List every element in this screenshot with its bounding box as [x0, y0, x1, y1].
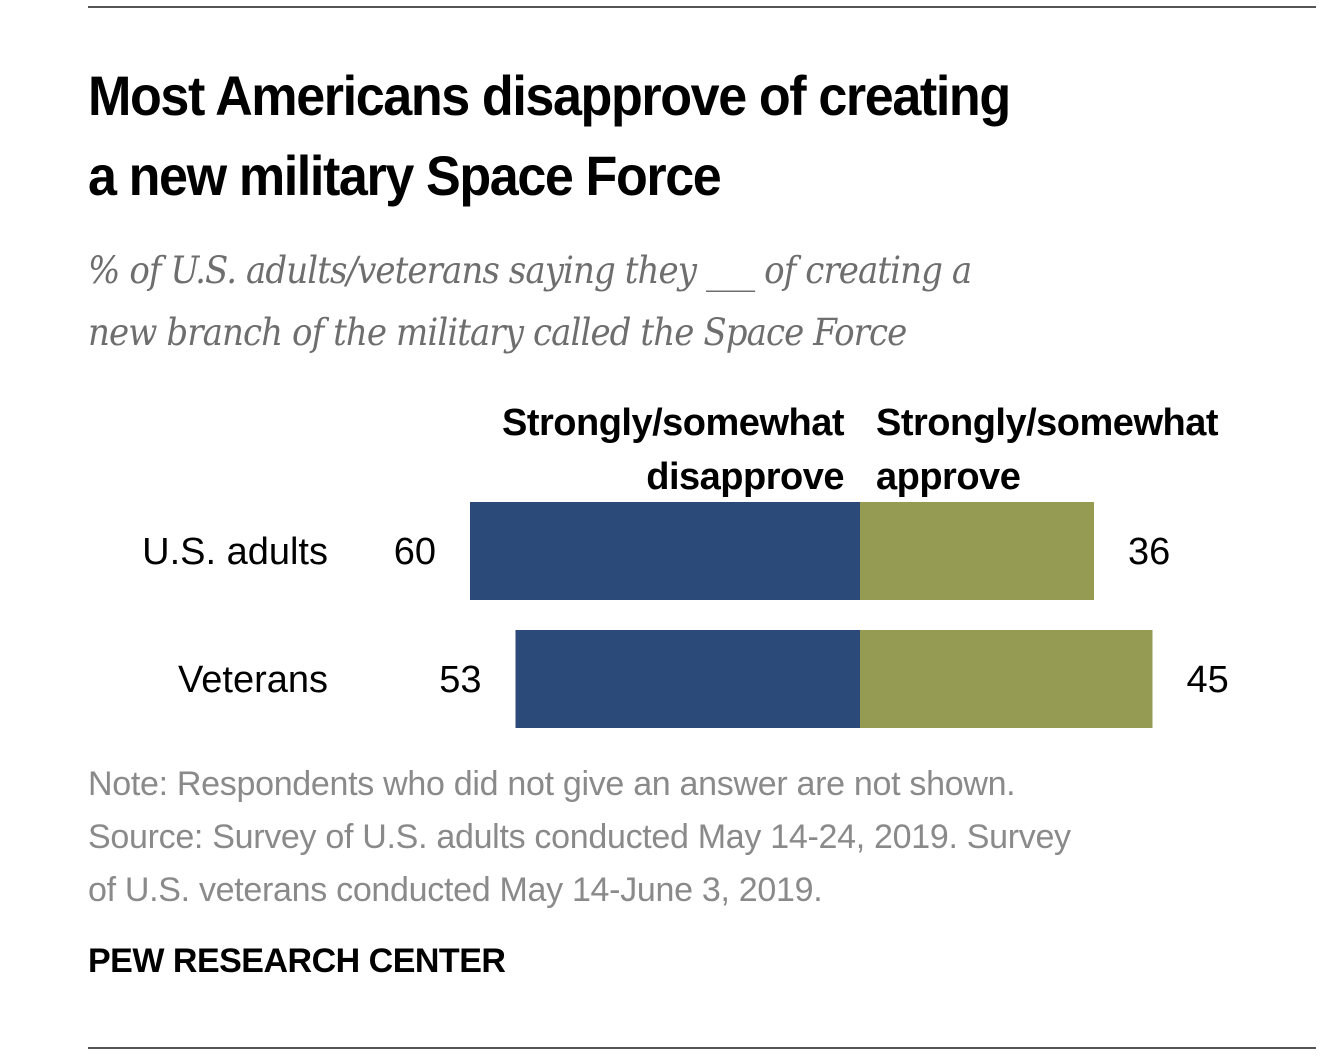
legend-approve-line-2: approve	[876, 456, 1021, 498]
chart-title-line-1: Most Americans disapprove of creating	[88, 64, 1011, 127]
chart-title-line-2: a new military Space Force	[88, 144, 722, 207]
bar-disapprove-u-s-adults	[470, 502, 860, 600]
value-label-disapprove-u-s-adults: 60	[394, 531, 436, 573]
chart-subtitle-line-1: % of U.S. adults/veterans saying they __…	[88, 249, 972, 292]
value-label-approve-u-s-adults: 36	[1128, 531, 1170, 573]
legend-approve-line-1: Strongly/somewhat	[876, 402, 1219, 444]
chart-subtitle-line-2: new branch of the military called the Sp…	[88, 311, 907, 354]
brand-credit: PEW RESEARCH CENTER	[88, 942, 506, 980]
chart-subtitle: % of U.S. adults/veterans saying they __…	[88, 240, 1229, 364]
chart-title: Most Americans disapprove of creating a …	[88, 56, 1223, 216]
legend-disapprove-line-1: Strongly/somewhat	[502, 402, 845, 444]
bar-disapprove-veterans	[515, 630, 860, 728]
value-label-disapprove-veterans: 53	[439, 659, 481, 701]
legend-disapprove: Strongly/somewhat disapprove	[502, 396, 845, 504]
chart-note: Note: Respondents who did not give an an…	[88, 758, 1324, 917]
note-line-1: Note: Respondents who did not give an an…	[88, 765, 1016, 803]
legend-approve: Strongly/somewhat approve	[876, 396, 1219, 504]
category-label-veterans: Veterans	[178, 659, 328, 701]
bottom-rule	[88, 1047, 1316, 1049]
top-rule	[88, 6, 1316, 8]
source-line-1: Source: Survey of U.S. adults conducted …	[88, 818, 1071, 856]
bar-approve-veterans	[860, 630, 1153, 728]
legend-disapprove-line-2: disapprove	[646, 456, 844, 498]
value-label-approve-veterans: 45	[1187, 659, 1229, 701]
bar-approve-u-s-adults	[860, 502, 1094, 600]
category-label-u-s-adults: U.S. adults	[142, 531, 328, 573]
source-line-2: of U.S. veterans conducted May 14-June 3…	[88, 871, 823, 909]
